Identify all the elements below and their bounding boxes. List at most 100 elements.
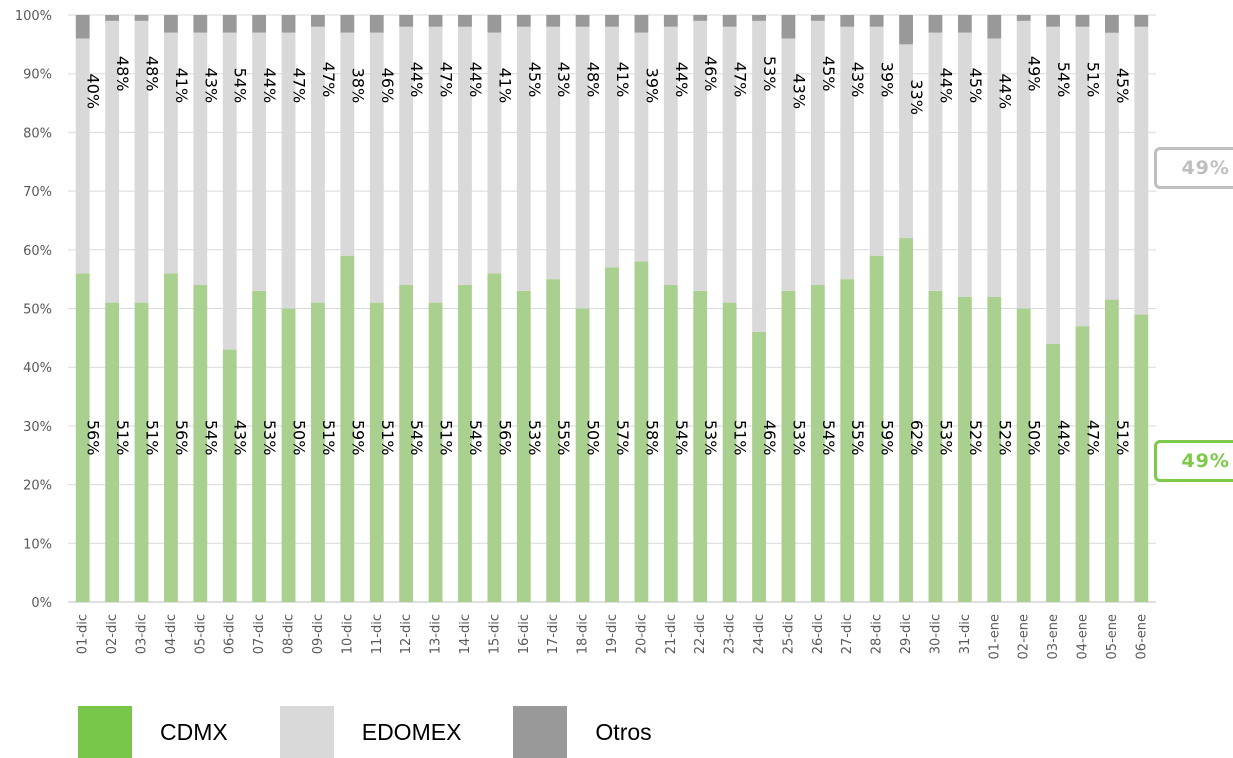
bar-cdmx-04-ene	[1075, 326, 1090, 602]
y-tick-label: 50%	[23, 303, 52, 318]
bar-cdmx-15-dic	[487, 273, 502, 602]
bar-edomex-06-dic	[222, 32, 237, 350]
bar-otros-19-dic	[605, 15, 619, 27]
bar-otros-09-dic	[311, 15, 325, 27]
legend-swatch-cdmx	[78, 706, 132, 758]
data-label-edomex: 44%	[672, 62, 691, 98]
bar-edomex-19-dic	[605, 26, 619, 268]
data-label-cdmx: 43%	[231, 420, 250, 456]
bar-edomex-23-dic	[722, 26, 737, 303]
bar-otros-07-dic	[252, 15, 267, 33]
y-tick-label: 90%	[23, 68, 52, 83]
bar-cdmx-03-ene	[1046, 343, 1060, 602]
data-label-edomex: 46%	[701, 56, 720, 92]
bar-edomex-26-dic	[810, 20, 825, 286]
x-tick-label: 20-dic	[634, 614, 649, 654]
data-label-edomex: 48%	[143, 56, 162, 92]
data-label-edomex: 41%	[495, 68, 514, 104]
bar-otros-05-dic	[193, 15, 208, 33]
data-label-cdmx: 53%	[789, 420, 808, 456]
x-tick-label: 11-dic	[370, 614, 385, 654]
bar-edomex-03-ene	[1046, 26, 1060, 344]
data-label-edomex: 38%	[348, 68, 367, 104]
data-label-cdmx: 56%	[495, 420, 514, 456]
x-tick-label: 29-dic	[899, 614, 914, 654]
bar-edomex-15-dic	[487, 32, 502, 274]
y-tick-label: 100%	[15, 9, 52, 24]
data-label-edomex: 43%	[201, 68, 220, 104]
data-label-cdmx: 51%	[378, 420, 397, 456]
bar-cdmx-24-dic	[752, 331, 766, 602]
data-label-cdmx: 44%	[1054, 420, 1073, 456]
bar-edomex-08-dic	[281, 32, 296, 309]
data-label-cdmx: 59%	[348, 420, 367, 456]
x-tick-label: 27-dic	[840, 614, 855, 654]
bar-cdmx-27-dic	[840, 279, 855, 602]
bar-edomex-13-dic	[428, 26, 443, 303]
y-tick-label: 40%	[23, 361, 52, 376]
data-label-edomex: 43%	[554, 62, 573, 98]
bar-cdmx-05-ene	[1104, 299, 1119, 602]
data-label-cdmx: 54%	[466, 420, 485, 456]
x-tick-label: 10-dic	[340, 614, 355, 654]
bar-cdmx-23-dic	[722, 302, 737, 602]
x-tick-label: 06-ene	[1134, 614, 1149, 659]
bar-otros-10-dic	[340, 15, 355, 33]
x-tick-label: 15-dic	[487, 614, 502, 654]
bar-otros-31-dic	[957, 15, 972, 33]
bar-otros-20-dic	[634, 15, 649, 33]
legend-label-cdmx: CDMX	[160, 718, 228, 745]
bar-edomex-03-dic	[134, 20, 149, 303]
bar-cdmx-16-dic	[516, 290, 531, 602]
bar-cdmx-02-ene	[1016, 308, 1031, 602]
y-tick-label: 70%	[23, 185, 52, 200]
data-label-cdmx: 50%	[1025, 420, 1044, 456]
y-tick-label: 0%	[31, 596, 52, 611]
legend-swatch-edomex	[279, 706, 334, 758]
x-tick-label: 28-dic	[870, 614, 885, 654]
data-label-edomex: 49%	[1025, 56, 1044, 92]
legend-label-otros: Otros	[595, 718, 652, 745]
bar-edomex-27-dic	[840, 26, 855, 280]
data-label-edomex: 41%	[613, 62, 632, 98]
data-label-edomex: 44%	[995, 74, 1014, 110]
x-tick-label: 22-dic	[693, 614, 708, 654]
bar-edomex-09-dic	[311, 26, 325, 303]
bar-otros-03-dic	[134, 15, 149, 21]
bar-edomex-31-dic	[957, 32, 972, 297]
bar-edomex-10-dic	[340, 32, 355, 256]
legend-label-edomex: EDOMEX	[361, 718, 462, 745]
bar-edomex-22-dic	[693, 20, 708, 291]
x-tick-label: 06-dic	[223, 614, 238, 654]
bar-cdmx-19-dic	[605, 267, 619, 602]
bar-edomex-02-ene	[1016, 20, 1031, 309]
x-tick-label: 26-dic	[811, 614, 826, 654]
x-tick-label: 02-dic	[105, 614, 120, 654]
bars	[75, 15, 1149, 603]
callout-edomex-last: 49%	[1154, 146, 1233, 189]
data-label-edomex: 45%	[525, 62, 544, 98]
data-label-cdmx: 55%	[848, 420, 867, 456]
data-label-edomex: 47%	[437, 62, 456, 98]
x-tick-label: 07-dic	[252, 614, 267, 654]
data-label-cdmx: 54%	[407, 420, 426, 456]
bar-cdmx-30-dic	[928, 290, 943, 602]
data-label-cdmx: 53%	[936, 420, 955, 456]
bar-cdmx-01-ene	[987, 296, 1002, 602]
data-label-edomex: 40%	[84, 74, 103, 110]
x-tick-label: 18-dic	[576, 614, 591, 654]
data-label-edomex: 54%	[1054, 62, 1073, 98]
data-label-edomex: 39%	[642, 68, 661, 104]
x-tick-label: 12-dic	[399, 614, 414, 654]
bar-otros-12-dic	[399, 15, 414, 27]
data-label-edomex: 47%	[319, 62, 338, 98]
bar-otros-02-ene	[1016, 15, 1031, 21]
bar-cdmx-14-dic	[458, 285, 472, 602]
y-tick-label: 80%	[23, 126, 52, 141]
data-label-cdmx: 51%	[143, 420, 162, 456]
bar-otros-03-ene	[1046, 15, 1060, 27]
bar-edomex-06-ene	[1134, 26, 1149, 315]
bar-edomex-05-dic	[193, 32, 208, 286]
data-label-edomex: 48%	[584, 62, 603, 98]
x-tick-label: 24-dic	[752, 614, 767, 654]
